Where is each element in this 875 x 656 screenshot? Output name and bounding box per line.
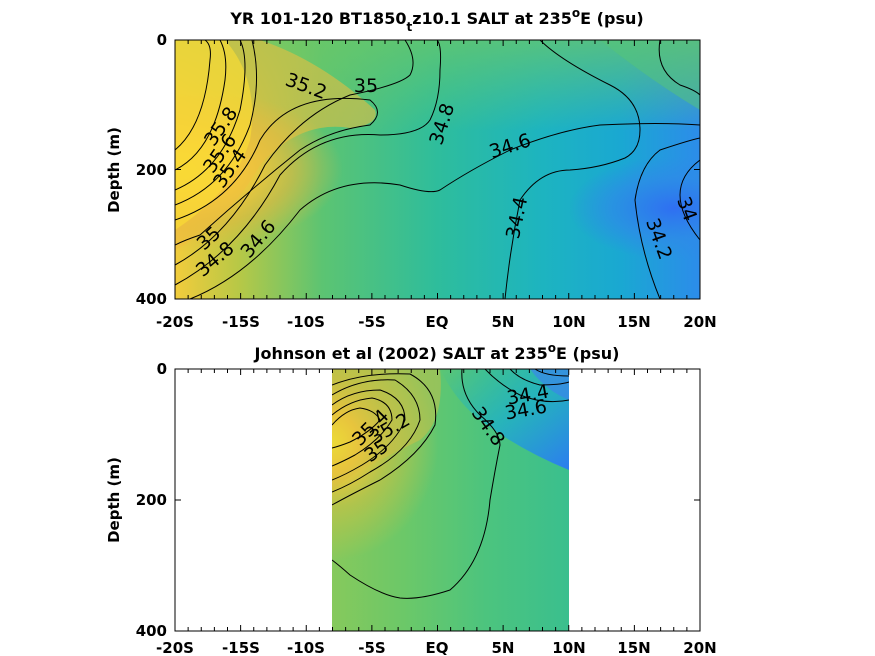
top-y-axis-label: Depth (m): [105, 127, 123, 213]
y-tick-label: 200: [136, 161, 167, 179]
y-tick-label: 0: [157, 31, 167, 49]
bottom-x-tick-labels: -20S -15S -10S -5S EQ 5N 10N 15N 20N: [156, 639, 717, 656]
bottom-contours: [332, 369, 569, 599]
y-tick-label: 400: [136, 290, 167, 308]
top-heatmap: [175, 40, 700, 299]
top-tick-marks: [174, 39, 701, 300]
bottom-heatmap: [332, 369, 569, 631]
x-tick-label: -20S: [156, 639, 194, 656]
x-tick-label: 15N: [617, 639, 650, 656]
x-tick-label: -15S: [222, 639, 260, 656]
y-tick-label: 0: [157, 360, 167, 378]
bottom-chart: Johnson et al (2002) SALT at 235oE (psu)…: [105, 341, 717, 656]
x-tick-label: 10N: [552, 313, 585, 331]
bottom-tick-marks: [174, 368, 701, 632]
x-tick-label: -10S: [287, 313, 325, 331]
top-y-tick-labels: 0 200 400: [136, 31, 167, 308]
top-chart-title: YR 101-120 BT1850tz10.1 SALT at 235oE (p…: [229, 6, 643, 34]
x-tick-label: -10S: [287, 639, 325, 656]
top-contours: [175, 40, 700, 299]
x-tick-label: 20N: [683, 639, 716, 656]
x-tick-label: -5S: [358, 313, 385, 331]
x-tick-label: 5N: [492, 313, 515, 331]
y-tick-label: 200: [136, 491, 167, 509]
x-tick-label: 5N: [492, 639, 515, 656]
x-tick-label: -5S: [358, 639, 385, 656]
bottom-y-axis-label: Depth (m): [105, 457, 123, 543]
bottom-chart-title: Johnson et al (2002) SALT at 235oE (psu): [254, 341, 620, 363]
top-x-tick-labels: -20S -15S -10S -5S EQ 5N 10N 15N 20N: [156, 313, 717, 331]
x-tick-label: EQ: [426, 639, 449, 656]
x-tick-label: 20N: [683, 313, 716, 331]
contour-label: 35: [354, 75, 378, 97]
bottom-y-tick-labels: 0 200 400: [136, 360, 167, 640]
x-tick-label: -15S: [222, 313, 260, 331]
top-chart: YR 101-120 BT1850tz10.1 SALT at 235oE (p…: [105, 6, 717, 331]
x-tick-label: 15N: [617, 313, 650, 331]
x-tick-label: EQ: [426, 313, 449, 331]
x-tick-label: -20S: [156, 313, 194, 331]
y-tick-label: 400: [136, 622, 167, 640]
x-tick-label: 10N: [552, 639, 585, 656]
